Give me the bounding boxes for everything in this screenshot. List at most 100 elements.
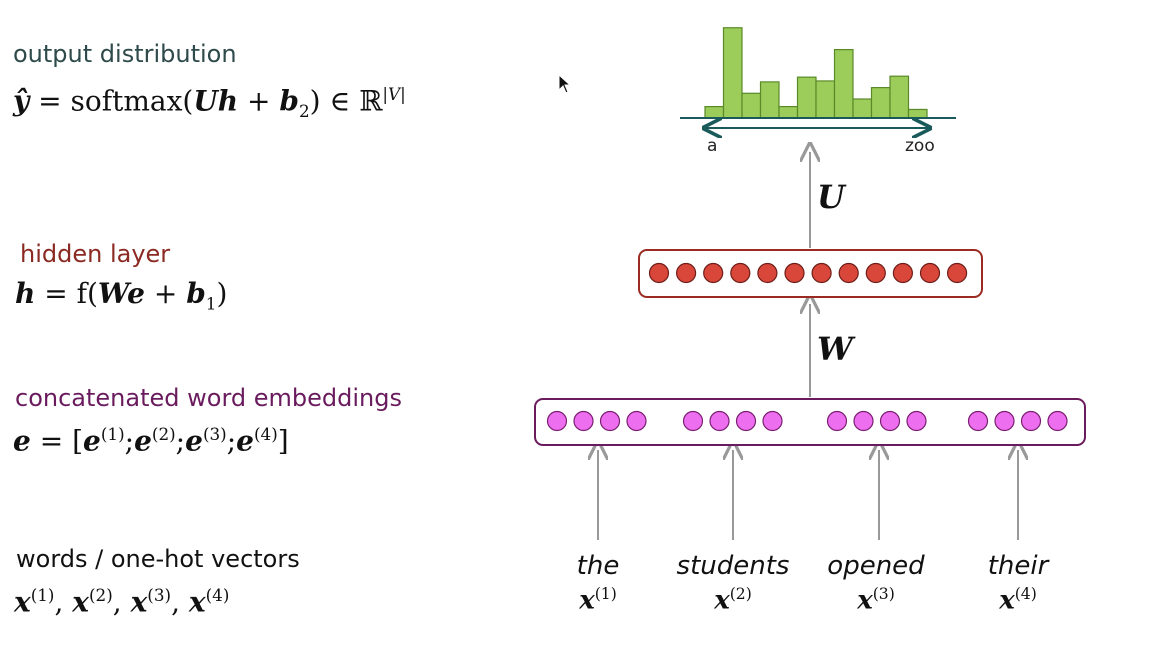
- bias-subscript: 2: [298, 100, 310, 121]
- output-formula: ŷ = softmax(Uh + b2) ∈ ℝ|V|: [13, 84, 406, 121]
- embedding-unit: [573, 410, 594, 432]
- formula-text: +: [238, 84, 280, 118]
- histogram-bar: [759, 81, 780, 119]
- histogram-bar: [704, 105, 725, 119]
- x-superscript: (1): [30, 585, 55, 605]
- matrix-u-label: U: [817, 178, 845, 216]
- formula-text: ): [216, 277, 228, 310]
- word-the: the: [576, 551, 620, 581]
- bias-symbol: b: [186, 277, 206, 310]
- axis-end-label: zoo: [905, 136, 935, 156]
- words-formula: x(1), x(2), x(3), x(4): [14, 585, 229, 618]
- hidden-unit: [811, 262, 832, 284]
- hidden-layer-label: hidden layer: [20, 240, 171, 268]
- hidden-unit: [675, 262, 697, 284]
- histogram-bar: [889, 75, 910, 119]
- embedding-unit: [599, 410, 621, 432]
- x-term: x: [999, 585, 1015, 616]
- formula-text: = softmax(: [29, 84, 194, 118]
- embeddings-formula: e = [e(1);e(2);e(3);e(4)]: [13, 424, 289, 457]
- embedding-unit: [994, 410, 1015, 432]
- histogram-bar: [778, 105, 799, 119]
- histogram-bar: [852, 98, 873, 119]
- hidden-unit: [946, 262, 968, 284]
- word-opened: opened: [827, 551, 925, 581]
- e-term: e: [83, 424, 101, 458]
- embedding-unit: [1020, 410, 1042, 432]
- x-superscript: (1): [594, 585, 617, 603]
- hidden-units: [648, 262, 968, 284]
- vocab-superscript: |V|: [382, 84, 406, 104]
- matrix-w-label: W: [817, 330, 853, 368]
- e-symbol: e: [127, 277, 145, 310]
- embedding-unit: [546, 410, 568, 432]
- hidden-unit: [919, 262, 941, 284]
- e-superscript: (1): [100, 424, 125, 444]
- histogram-bar: [870, 86, 891, 119]
- formula-text: ) ∈ ℝ: [309, 84, 383, 118]
- x-1-symbol: x(1): [518, 585, 678, 616]
- hidden-unit: [838, 262, 859, 284]
- embeddings-label: concatenated word embeddings: [15, 384, 402, 412]
- e-symbol: e: [13, 424, 31, 458]
- embedding-unit: [967, 410, 989, 432]
- y-hat-symbol: ŷ: [13, 84, 30, 118]
- bias-symbol: b: [279, 84, 299, 118]
- embedding-layer-box: [534, 398, 1086, 446]
- embedding-unit: [879, 410, 901, 432]
- x-superscript: (4): [205, 585, 230, 605]
- formula-text: +: [144, 277, 187, 310]
- x-superscript: (3): [147, 585, 172, 605]
- output-distribution-label: output distribution: [13, 40, 237, 68]
- x-2-symbol: x(2): [653, 585, 813, 616]
- h-symbol: h: [217, 84, 239, 118]
- embedding-unit: [906, 410, 927, 432]
- words-label: words / one-hot vectors: [16, 545, 300, 573]
- formula-text: ]: [277, 424, 289, 458]
- embedding-unit: [853, 410, 874, 432]
- x-superscript: (2): [89, 585, 113, 605]
- hidden-layer-box: [638, 249, 983, 298]
- x-term: x: [130, 585, 148, 619]
- histogram-bar: [833, 48, 854, 119]
- embedding-unit: [1047, 410, 1068, 432]
- embedding-unit: [735, 410, 757, 432]
- hidden-formula: h = f(We + b1): [15, 277, 227, 314]
- embedding-unit: [762, 410, 783, 432]
- mouse-cursor-icon: [558, 74, 572, 94]
- x-superscript: (4): [1014, 585, 1037, 603]
- embedding-units: [546, 410, 1068, 432]
- histogram-bar: [815, 80, 836, 119]
- separator: ;: [175, 424, 186, 458]
- e-term: e: [236, 424, 254, 458]
- formula-text: = [: [30, 424, 84, 458]
- histogram-bar: [907, 108, 928, 119]
- hidden-unit: [757, 262, 778, 284]
- x-term: x: [579, 585, 595, 616]
- histogram-bar: [796, 76, 817, 119]
- embedding-unit: [626, 410, 647, 432]
- e-superscript: (3): [202, 424, 227, 444]
- h-symbol: h: [15, 277, 36, 310]
- word-students: students: [676, 551, 790, 581]
- hidden-unit: [703, 262, 724, 284]
- histogram-bar: [722, 27, 743, 119]
- separator: ;: [124, 424, 135, 458]
- hidden-unit: [865, 262, 886, 284]
- hidden-unit: [648, 262, 670, 284]
- e-superscript: (2): [151, 424, 176, 444]
- hidden-unit: [730, 262, 751, 284]
- hidden-unit: [784, 262, 805, 284]
- embedding-unit: [709, 410, 730, 432]
- x-superscript: (2): [729, 585, 752, 603]
- separator: ,: [112, 585, 131, 619]
- x-term: x: [714, 585, 730, 616]
- formula-text: = f(: [35, 277, 98, 310]
- bias-subscript: 1: [205, 293, 217, 314]
- x-3-symbol: x(3): [796, 585, 956, 616]
- separator: ,: [54, 585, 73, 619]
- separator: ;: [226, 424, 237, 458]
- e-superscript: (4): [253, 424, 278, 444]
- axis-start-label: a: [707, 136, 718, 156]
